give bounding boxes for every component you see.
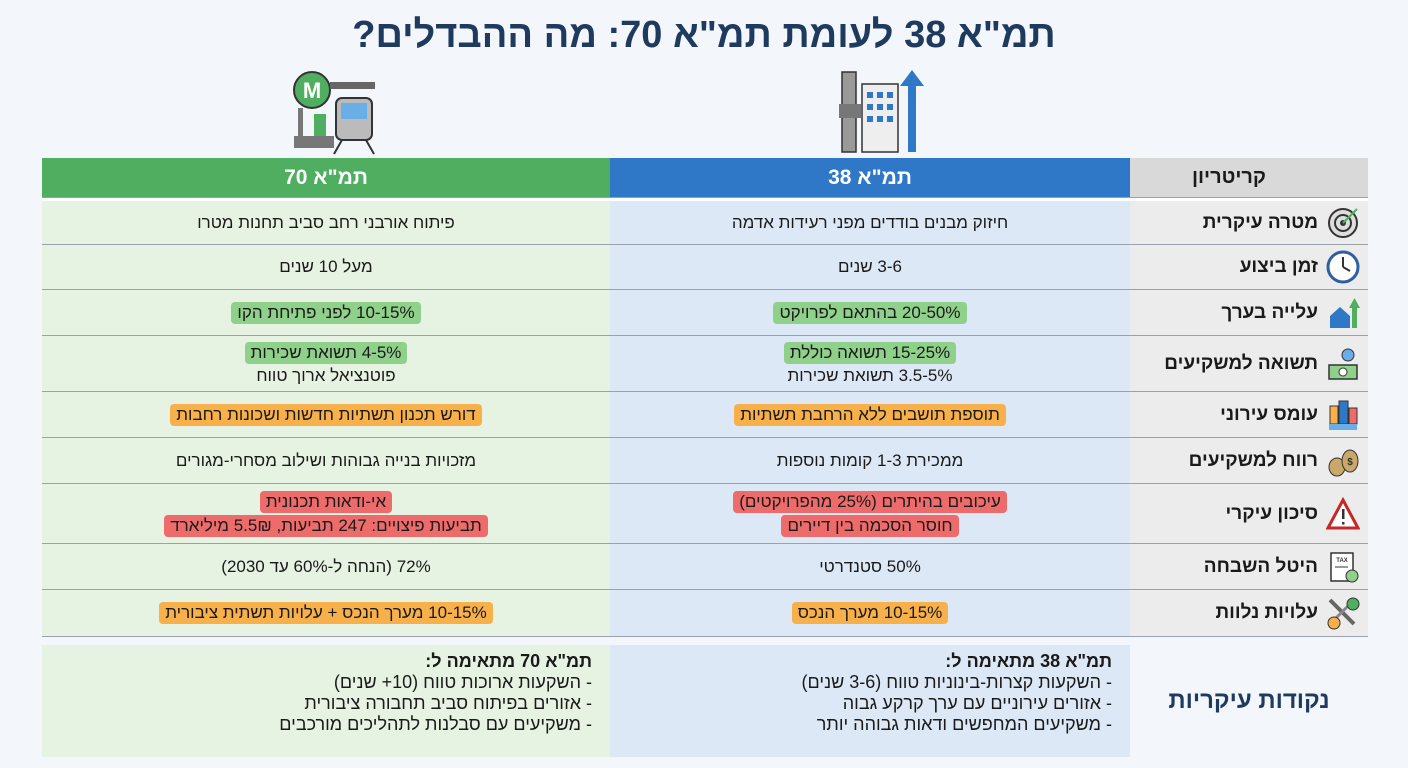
cell-text: מעל 10 שנים (279, 257, 373, 276)
cell-text: חוסר הסכמה בין דיירים (781, 514, 959, 537)
tama38-cell: ממכירת 1-3 קומות נוספות (610, 438, 1130, 483)
criterion-cell: עלויות נלוות (1130, 590, 1368, 636)
table-row: עלייה בערך 20-50% בהתאם לפרויקט 10-15% לפנ… (42, 290, 1368, 336)
cell-text: 4-5% תשואת שכירות (244, 341, 408, 364)
summary-item: - משקיעים המחפשים ודאות גבוהה יותר (816, 714, 1112, 734)
cell-text: 72% (הנחה ל-60% עד 2030) (221, 556, 431, 576)
metro-letter: M (303, 78, 321, 103)
cell-text: 10-15% לפני פתיחת הקו (231, 301, 421, 324)
cell-text: מזכויות בנייה גבוהות ושילוב מסחרי-מגורים (175, 450, 477, 470)
tama38-summary-heading: תמ"א 38 מתאימה ל: (945, 651, 1112, 671)
cell-text: אי-ודאות תכנונית (259, 490, 393, 513)
tax-document-icon: TAX (1330, 551, 1359, 582)
comparison-table: קריטריון תמ"א 38 תמ"א 70 מטרה עיקרית חיזו… (42, 158, 1368, 637)
tama38-summary: תמ"א 38 מתאימה ל: - השקעות קצרות-בינוניו… (610, 645, 1130, 757)
criterion-label: עומס עירוני (1220, 403, 1318, 425)
criterion-label: מטרה עיקרית (1202, 211, 1318, 233)
cell-text: חיזוק מבנים בודדים מפני רעידות אדמה (731, 212, 1009, 232)
criterion-label: רווח למשקיעים (1188, 449, 1318, 471)
cell-text: 3.5-5% תשואת שכירות (787, 365, 953, 385)
summary-item: - השקעות ארוכות טווח (10+ שנים) (333, 672, 592, 692)
summary-item: - השקעות קצרות-בינוניות טווח (3-6 שנים) (801, 672, 1112, 692)
tama38-cell: 15-25% תשואה כוללת 3.5-5% תשואת שכירות (610, 336, 1130, 391)
tama70-cell: אי-ודאות תכנונית תביעות פיצויים: 247 תביע… (42, 484, 610, 543)
tama38-cell: תוספת תושבים ללא הרחבת תשתיות (610, 392, 1130, 437)
tama70-cell: 72% (הנחה ל-60% עד 2030) (42, 544, 610, 589)
tama70-cell: 10-15% מערך הנכס + עלויות תשתית ציבורית (42, 590, 610, 636)
table-row: זמן ביצוע 3-6 שנים מעל 10 שנים (42, 245, 1368, 290)
tama38-cell: 20-50% בהתאם לפרויקט (610, 290, 1130, 335)
tama70-cell: דורש תכנון תשתיות חדשות ושכונות רחבות (42, 392, 610, 437)
criterion-cell: תשואה למשקיעים (1130, 336, 1368, 391)
money-bags-icon: $ (1328, 449, 1359, 476)
cell-text: 10-15% מערך הנכס (791, 602, 949, 624)
header-tama38: תמ"א 38 (610, 158, 1130, 197)
house-arrow-up-icon (1330, 297, 1360, 328)
cell-text: פוטנציאל ארוך טווח (256, 365, 396, 385)
wrench-coins-icon (1327, 597, 1360, 630)
svg-text:$: $ (1347, 457, 1353, 468)
cell-text: 20-50% בהתאם לפרויקט (773, 301, 967, 324)
criterion-cell: עלייה בערך (1130, 290, 1368, 335)
summary-item: - אזורים בפיתוח סביב תחבורה ציבורית (304, 693, 592, 713)
table-row: תשואה למשקיעים 15-25% תשואה כוללת 3.5-5% ת… (42, 336, 1368, 392)
cell-text: עיכובים בהיתרים (25% מהפרויקטים) (733, 490, 1007, 513)
tama70-summary: תמ"א 70 מתאימה ל: - השקעות ארוכות טווח (… (42, 645, 610, 757)
key-points-label: נקודות עיקריות (1168, 687, 1330, 714)
cell-text: תוספת תושבים ללא הרחבת תשתיות (734, 403, 1006, 426)
key-points-section: נקודות עיקריות תמ"א 38 מתאימה ל: - השקעו… (42, 645, 1368, 757)
page-title: תמ"א 38 לעומת תמ"א 70: מה ההבדלים? (352, 14, 1056, 56)
summary-item: - אזורים עירוניים עם ערך קרקע גבוה (842, 693, 1112, 713)
criterion-cell: סיכון עיקרי (1130, 484, 1368, 543)
cell-text: 15-25% תשואה כוללת (783, 341, 957, 364)
table-row: $ רווח למשקיעים ממכירת 1-3 קומות נוספות מזכ… (42, 438, 1368, 484)
table-row: TAX היטל השבחה 50% סטנדרטי 72% (הנחה ל-60% … (42, 544, 1368, 590)
header-criterion: קריטריון (1130, 158, 1368, 197)
warning-icon (1326, 496, 1360, 529)
cell-text: ממכירת 1-3 קומות נוספות (776, 450, 964, 470)
clock-icon (1326, 250, 1360, 284)
tama38-cell: 10-15% מערך הנכס (610, 590, 1130, 636)
tama70-cell: מזכויות בנייה גבוהות ושילוב מסחרי-מגורים (42, 438, 610, 483)
cell-text: תביעות פיצויים: 247 תביעות, 5.5₪ מיליארד (164, 514, 488, 537)
city-crowd-icon (1329, 400, 1358, 430)
tama70-cell: 10-15% לפני פתיחת הקו (42, 290, 610, 335)
criterion-cell: זמן ביצוע (1130, 245, 1368, 289)
cell-text: 50% סטנדרטי (819, 556, 921, 576)
tama38-cell: 50% סטנדרטי (610, 544, 1130, 589)
tama38-cell: עיכובים בהיתרים (25% מהפרויקטים) חוסר הסכ… (610, 484, 1130, 543)
criterion-label: זמן ביצוע (1239, 256, 1318, 277)
cell-text: 10-15% מערך הנכס + עלויות תשתית ציבורית (159, 602, 493, 624)
building-arrow-up-icon (839, 70, 924, 153)
metro-station-icon: M (293, 71, 375, 155)
criterion-label: עלויות נלוות (1215, 602, 1318, 623)
tama70-cell: מעל 10 שנים (42, 245, 610, 289)
svg-text:TAX: TAX (1336, 558, 1348, 564)
money-percent-icon (1328, 348, 1358, 380)
table-row: עלויות נלוות 10-15% מערך הנכס 10-15% מערך … (42, 590, 1368, 637)
tama38-cell: חיזוק מבנים בודדים מפני רעידות אדמה (610, 201, 1130, 244)
table-header-row: קריטריון תמ"א 38 תמ"א 70 (42, 158, 1368, 198)
tama70-cell: 4-5% תשואת שכירות פוטנציאל ארוך טווח (42, 336, 610, 391)
cell-text: דורש תכנון תשתיות חדשות ושכונות רחבות (170, 403, 482, 426)
criterion-label: עלייה בערך (1221, 301, 1318, 323)
criterion-label: תשואה למשקיעים (1164, 352, 1318, 374)
criterion-cell: מטרה עיקרית (1130, 201, 1368, 244)
table-row: עומס עירוני תוספת תושבים ללא הרחבת תשתיות… (42, 392, 1368, 438)
criterion-label: היטל השבחה (1203, 555, 1318, 577)
summary-item: - משקיעים עם סבלנות לתהליכים מורכבים (279, 714, 592, 734)
header-tama70: תמ"א 70 (42, 158, 610, 197)
table-row: מטרה עיקרית חיזוק מבנים בודדים מפני רעידו… (42, 201, 1368, 245)
tama38-cell: 3-6 שנים (610, 245, 1130, 289)
criterion-cell: $ רווח למשקיעים (1130, 438, 1368, 483)
criterion-cell: עומס עירוני (1130, 392, 1368, 437)
table-row: סיכון עיקרי עיכובים בהיתרים (25% מהפרויקט… (42, 484, 1368, 544)
criterion-label: סיכון עיקרי (1225, 502, 1318, 524)
target-icon (1328, 207, 1358, 238)
cell-text: פיתוח אורבני רחב סביב תחנות מטרו (197, 212, 455, 232)
tama70-summary-heading: תמ"א 70 מתאימה ל: (425, 651, 592, 671)
tama70-cell: פיתוח אורבני רחב סביב תחנות מטרו (42, 201, 610, 244)
criterion-cell: TAX היטל השבחה (1130, 544, 1368, 589)
cell-text: 3-6 שנים (838, 257, 902, 276)
